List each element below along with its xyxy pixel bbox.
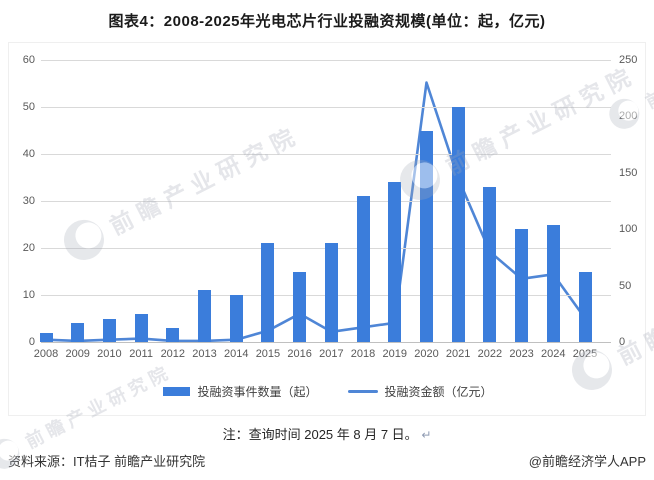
chart-title: 图表4：2008-2025年光电芯片行业投融资规模(单位：起，亿元)	[108, 13, 546, 30]
bar-2010	[102, 318, 116, 342]
bar-2009	[71, 323, 85, 342]
x-axis-tick-label: 2024	[541, 348, 566, 360]
x-axis-tick-label: 2022	[477, 348, 503, 360]
x-axis-tick-label: 2018	[350, 348, 376, 360]
left-axis-tick-label: 30	[22, 195, 35, 207]
gridline	[41, 107, 611, 108]
bar-2008	[39, 332, 53, 342]
x-axis-tick-label: 2011	[129, 348, 153, 360]
amount-line	[44, 81, 587, 343]
note-line: 注：查询时间 2025 年 8 月 7 日。 ↵	[0, 424, 654, 443]
right-axis-tick-label: 50	[619, 279, 632, 292]
x-axis-tick-label: 2009	[65, 348, 90, 360]
line-series-swatch	[347, 390, 378, 393]
x-axis-tick-label: 2015	[255, 348, 281, 360]
left-axis-tick-label: 50	[22, 101, 35, 113]
x-axis-tick-label: 2025	[572, 348, 598, 360]
bar-2014	[229, 295, 243, 342]
legend-item-amount: 投融资金额（亿元）	[347, 383, 493, 400]
bar-2022	[483, 186, 497, 342]
source-text: 资料来源：IT桔子 前瞻产业研究院	[8, 454, 206, 469]
bar-2012	[166, 327, 180, 342]
right-axis-tick-label: 0	[619, 336, 626, 348]
bar-2023	[515, 229, 529, 342]
paragraph-return-mark: ↵	[421, 428, 432, 442]
right-axis-tick-label: 150	[619, 166, 638, 179]
chart-area: 投融资事件数量（起） 投融资金额（亿元） 0 10 20 30 40 50 60 0 50 100…	[8, 42, 646, 416]
x-axis-tick-label: 2010	[97, 348, 122, 360]
gridline	[41, 60, 611, 61]
legend: 投融资事件数量（起） 投融资金额（亿元）	[9, 383, 647, 400]
x-axis-tick-label: 2023	[509, 348, 534, 360]
x-axis-tick-label: 2021	[445, 348, 471, 360]
bar-2015	[261, 243, 275, 342]
x-axis-tick-label: 2020	[414, 348, 439, 360]
left-axis-tick-label: 10	[22, 289, 35, 301]
bar-2017	[324, 243, 338, 342]
bar-2025	[578, 271, 592, 342]
right-axis-tick-label: 200	[619, 110, 638, 123]
x-axis-tick-label: 2019	[382, 348, 407, 360]
bar-2020	[419, 130, 433, 342]
legend-item-events: 投融资事件数量（起）	[163, 383, 318, 400]
x-axis-tick-label: 2008	[33, 348, 59, 360]
gridline	[41, 201, 611, 202]
right-axis-tick-label: 250	[619, 54, 638, 66]
x-axis-tick-label: 2013	[192, 348, 217, 360]
bar-2019	[388, 182, 402, 342]
footer-row: 资料来源：IT桔子 前瞻产业研究院 @前瞻经济学人APP	[0, 451, 654, 470]
bar-2011	[134, 313, 148, 342]
bar-2018	[356, 196, 370, 342]
left-axis-tick-label: 40	[22, 148, 35, 160]
legend-label-amount: 投融资金额（亿元）	[384, 385, 493, 399]
note-text: 注：查询时间 2025 年 8 月 7 日。	[222, 427, 418, 442]
x-axis-tick-label: 2017	[319, 348, 344, 360]
x-axis-tick-label: 2014	[223, 348, 249, 360]
credit-text: @前瞻经济学人APP	[528, 454, 646, 469]
right-axis-tick-label: 100	[619, 223, 638, 236]
bar-2016	[293, 271, 307, 342]
x-axis-tick-label: 2016	[287, 348, 312, 360]
bar-2024	[546, 224, 560, 342]
left-axis-tick-label: 20	[22, 242, 35, 254]
bar-series-swatch	[163, 387, 191, 396]
x-axis-tick-label: 2012	[160, 348, 186, 360]
left-axis-tick-label: 60	[22, 54, 35, 66]
legend-label-events: 投融资事件数量（起）	[197, 385, 318, 399]
bar-2021	[451, 107, 465, 342]
gridline	[41, 342, 611, 343]
bar-2013	[198, 290, 212, 342]
left-axis-tick-label: 0	[28, 336, 35, 348]
gridline	[41, 154, 611, 155]
